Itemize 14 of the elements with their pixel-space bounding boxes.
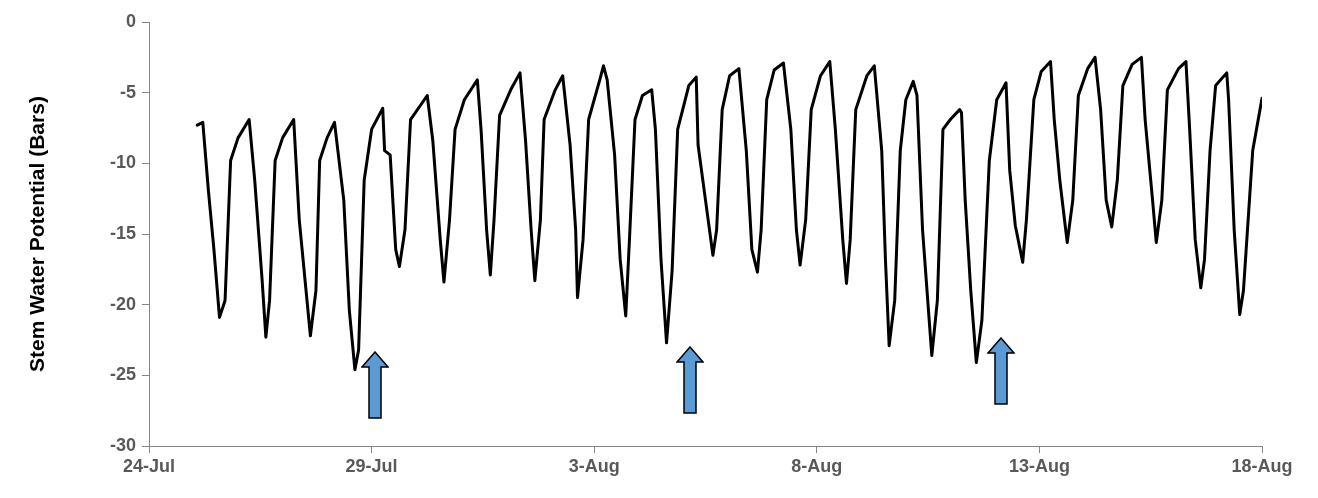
- x-tick-label: 18-Aug: [1231, 455, 1293, 476]
- y-axis-title: Stem Water Potential (Bars): [25, 96, 49, 372]
- x-tick-label: 8-Aug: [791, 455, 843, 476]
- y-tick-label: -30: [109, 434, 136, 455]
- x-tick-label: 24-Jul: [122, 455, 176, 476]
- x-tick-label: 3-Aug: [568, 455, 620, 476]
- x-tick-label: 29-Jul: [345, 455, 398, 476]
- y-tick-label: -5: [119, 81, 136, 102]
- x-tick-label: 13-Aug: [1008, 455, 1070, 476]
- y-tick-label: 0: [125, 10, 136, 31]
- y-tick-label: -15: [109, 222, 136, 243]
- y-tick-label: -10: [109, 152, 136, 173]
- y-tick-label: -20: [109, 293, 136, 314]
- y-tick-label: -25: [109, 364, 136, 385]
